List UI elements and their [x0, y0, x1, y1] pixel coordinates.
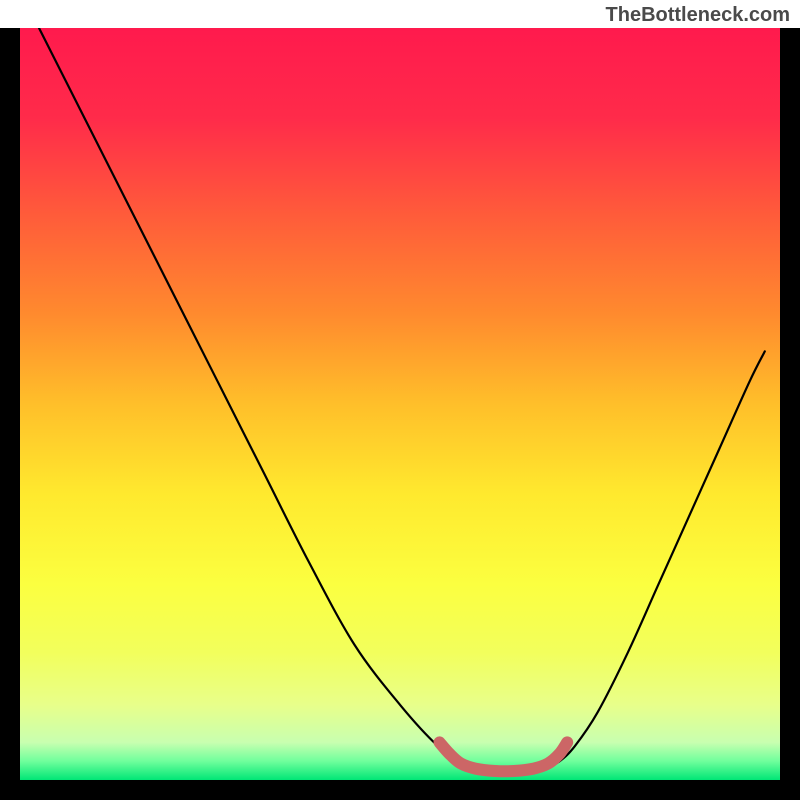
- frame-right: [780, 28, 800, 800]
- chart-container: [0, 28, 800, 800]
- watermark-text: TheBottleneck.com: [606, 4, 790, 27]
- frame-bottom: [0, 780, 800, 800]
- bottleneck-curve-chart: [0, 28, 800, 800]
- frame-left: [0, 28, 20, 800]
- chart-background: [20, 28, 780, 780]
